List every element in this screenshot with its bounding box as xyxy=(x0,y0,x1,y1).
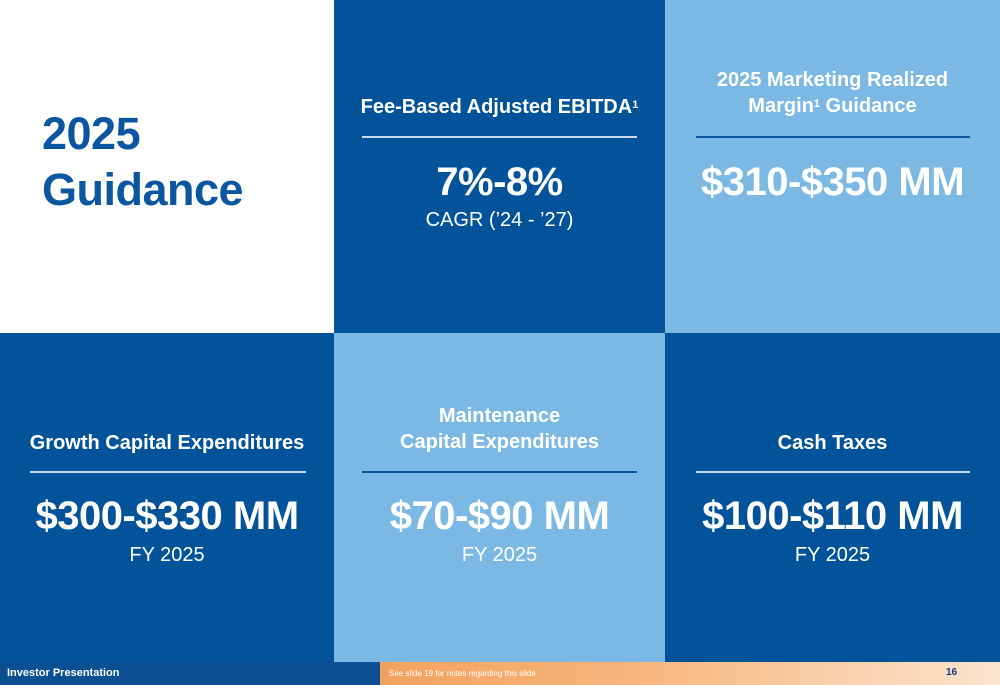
growth-capex-heading: Growth Capital Expenditures xyxy=(29,432,305,454)
divider-rule xyxy=(362,136,637,138)
cash-taxes-heading: Cash Taxes xyxy=(777,432,888,454)
cash-taxes-cell: Cash Taxes $100-$110 MM FY 2025 xyxy=(665,333,1000,662)
page-number: 16 xyxy=(946,667,958,678)
maintenance-capex-cell: Maintenance Capital Expenditures $70-$90… xyxy=(334,333,665,662)
slide-title-line2: Guidance xyxy=(42,164,244,215)
cash-taxes-value: $100-$110 MM xyxy=(702,494,963,538)
maintenance-capex-subtext: FY 2025 xyxy=(461,544,538,566)
growth-capex-value: $300-$330 MM xyxy=(35,494,299,538)
marketing-margin-cell: 2025 Marketing Realized Margin1 Guidance… xyxy=(665,0,1000,333)
marketing-margin-value: $310-$350 MM xyxy=(700,160,965,204)
maintenance-capex-heading: Maintenance Capital Expenditures xyxy=(334,403,665,455)
fee-based-ebitda-subtext: CAGR (’24 - ’27) xyxy=(425,209,574,231)
growth-capex-cell: Growth Capital Expenditures $300-$330 MM… xyxy=(0,333,334,662)
slide-title-line1: 2025 xyxy=(42,108,141,159)
marketing-margin-heading-line2-post: Guidance xyxy=(819,95,917,117)
divider-rule xyxy=(696,136,970,138)
marketing-margin-heading: 2025 Marketing Realized Margin1 Guidance xyxy=(665,67,1000,119)
footer-bar: Investor Presentation See slide 19 for n… xyxy=(0,662,1000,685)
fee-based-ebitda-heading: Fee-Based Adjusted EBITDA1 xyxy=(334,94,665,120)
growth-capex-subtext: FY 2025 xyxy=(129,544,205,566)
cash-taxes-subtext: FY 2025 xyxy=(794,544,871,566)
title-cell: 2025 Guidance xyxy=(0,0,334,333)
fee-based-ebitda-cell: Fee-Based Adjusted EBITDA1 7%-8% CAGR (’… xyxy=(334,0,665,333)
marketing-margin-heading-line1: 2025 Marketing Realized xyxy=(716,69,949,91)
footer-note: See slide 19 for notes regarding this sl… xyxy=(389,669,536,678)
fee-based-ebitda-value: 7%-8% xyxy=(436,160,563,204)
divider-rule xyxy=(696,471,970,473)
divider-rule xyxy=(30,471,306,473)
slide-title: 2025 Guidance xyxy=(42,106,244,218)
maintenance-capex-heading-line1: Maintenance xyxy=(438,405,561,427)
footer-label: Investor Presentation xyxy=(7,667,120,679)
maintenance-capex-value: $70-$90 MM xyxy=(389,494,610,538)
marketing-margin-heading-line2-pre: Margin xyxy=(748,95,814,117)
footnote-marker: 1 xyxy=(632,99,639,111)
divider-rule xyxy=(362,471,637,473)
footnote-marker: 1 xyxy=(813,98,820,110)
maintenance-capex-heading-line2: Capital Expenditures xyxy=(400,431,599,453)
fee-based-ebitda-heading-text: Fee-Based Adjusted EBITDA xyxy=(360,96,633,118)
footer-gradient xyxy=(380,662,1000,685)
